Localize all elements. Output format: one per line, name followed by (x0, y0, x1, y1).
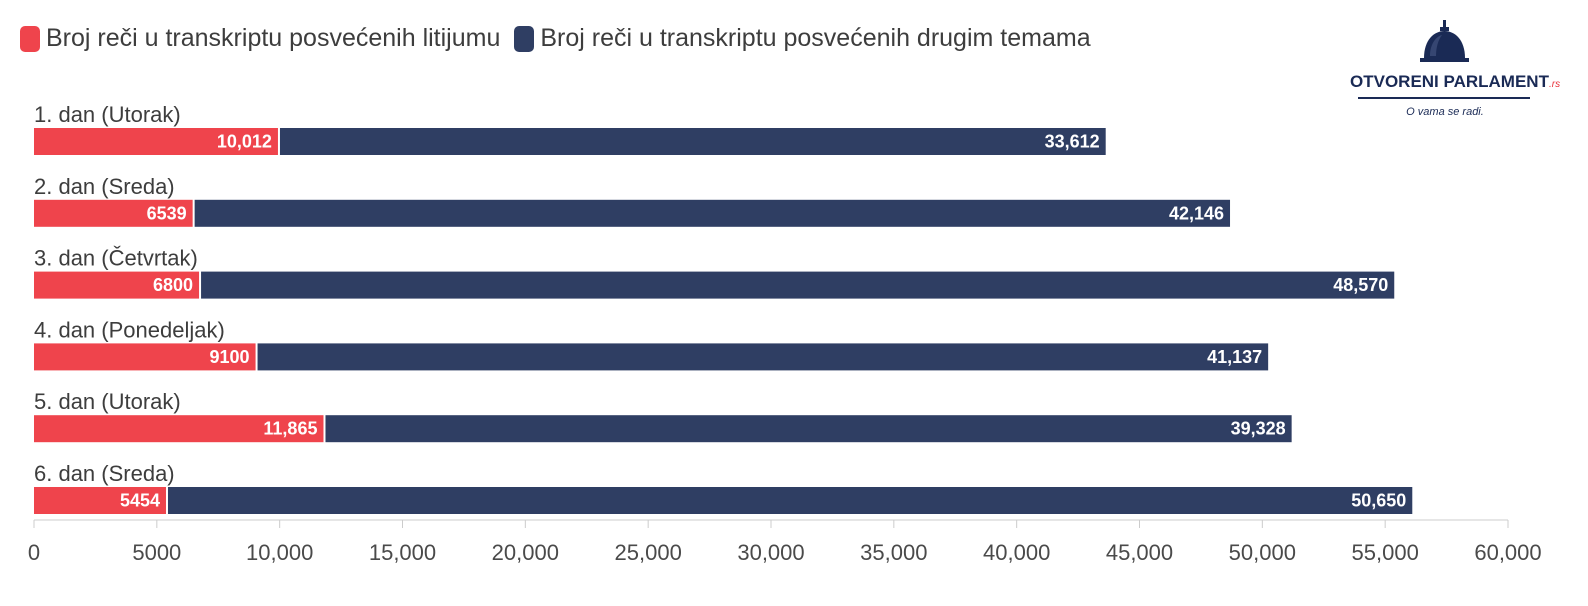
legend-swatch-lithium (20, 25, 40, 52)
x-tick-label: 60,000 (1474, 540, 1541, 565)
value-label-lithium: 6800 (153, 275, 193, 295)
logo-name: OTVORENI PARLAMENT.rs (1350, 72, 1560, 92)
bar-other-topics[interactable] (167, 487, 1413, 514)
category-label: 4. dan (Ponedeljak) (34, 317, 225, 342)
x-tick-label: 30,000 (737, 540, 804, 565)
category-label: 2. dan (Sreda) (34, 174, 175, 199)
category-label: 5. dan (Utorak) (34, 389, 181, 414)
category-label: 6. dan (Sreda) (34, 461, 175, 486)
legend-swatch-other-topics (514, 25, 535, 52)
bar-lithium[interactable] (34, 415, 324, 443)
legend-item-other-topics[interactable]: Broj reči u transkriptu posvećenih drugi… (514, 24, 1091, 53)
parliament-dome-icon (1420, 20, 1469, 62)
legend-item-lithium[interactable]: Broj reči u transkriptu posvećenih litij… (20, 24, 500, 53)
legend-label-lithium: Broj reči u transkriptu posvećenih litij… (46, 24, 501, 52)
x-tick-label: 55,000 (1352, 540, 1419, 565)
x-tick-label: 5000 (132, 540, 181, 565)
value-label-other-topics: 41,137 (1207, 347, 1262, 367)
x-tick-label: 45,000 (1106, 540, 1173, 565)
logo-divider (1358, 97, 1530, 99)
bar-lithium[interactable] (34, 128, 278, 155)
x-tick-label: 20,000 (492, 540, 559, 565)
value-label-other-topics: 50,650 (1351, 491, 1406, 511)
x-tick-label: 10,000 (246, 540, 313, 565)
logo-name-main: OTVORENI PARLAMENT (1350, 72, 1549, 91)
value-label-other-topics: 39,328 (1231, 419, 1286, 439)
x-tick-label: 35,000 (860, 540, 927, 565)
bar-lithium[interactable] (34, 271, 200, 299)
value-label-other-topics: 42,146 (1169, 203, 1224, 223)
logo-name-suffix: .rs (1548, 79, 1561, 90)
x-tick-label: 40,000 (983, 540, 1050, 565)
otvoreni-parlament-logo: OTVORENI PARLAMENT.rs O vama se radi. (1350, 18, 1560, 128)
x-tick-label: 15,000 (369, 540, 436, 565)
value-label-lithium: 9100 (210, 347, 250, 367)
bar-other-topics[interactable] (201, 271, 1395, 299)
legend-label-other-topics: Broj reči u transkriptu posvećenih drugi… (540, 24, 1091, 52)
value-label-lithium: 5454 (120, 491, 160, 511)
x-tick-label: 25,000 (615, 540, 682, 565)
value-label-other-topics: 33,612 (1045, 132, 1100, 152)
logo-tagline: O vama se radi. (1406, 106, 1484, 118)
x-tick-label: 50,000 (1229, 540, 1296, 565)
bar-other-topics[interactable] (325, 415, 1292, 443)
bar-lithium[interactable] (34, 487, 166, 514)
x-tick-label: 0 (28, 540, 40, 565)
value-label-lithium: 6539 (147, 203, 187, 223)
value-label-other-topics: 48,570 (1333, 275, 1388, 295)
value-label-lithium: 11,865 (263, 419, 317, 439)
legend: Broj reči u transkriptu posvećenih litij… (20, 24, 1105, 53)
bar-other-topics[interactable] (257, 343, 1269, 371)
bar-other-topics[interactable] (279, 128, 1106, 155)
category-label: 1. dan (Utorak) (34, 102, 181, 127)
bar-other-topics[interactable] (194, 199, 1231, 227)
category-label: 3. dan (Četvrtak) (34, 246, 198, 271)
bar-lithium[interactable] (34, 343, 256, 371)
bar-lithium[interactable] (34, 199, 193, 227)
value-label-lithium: 10,012 (217, 132, 272, 152)
